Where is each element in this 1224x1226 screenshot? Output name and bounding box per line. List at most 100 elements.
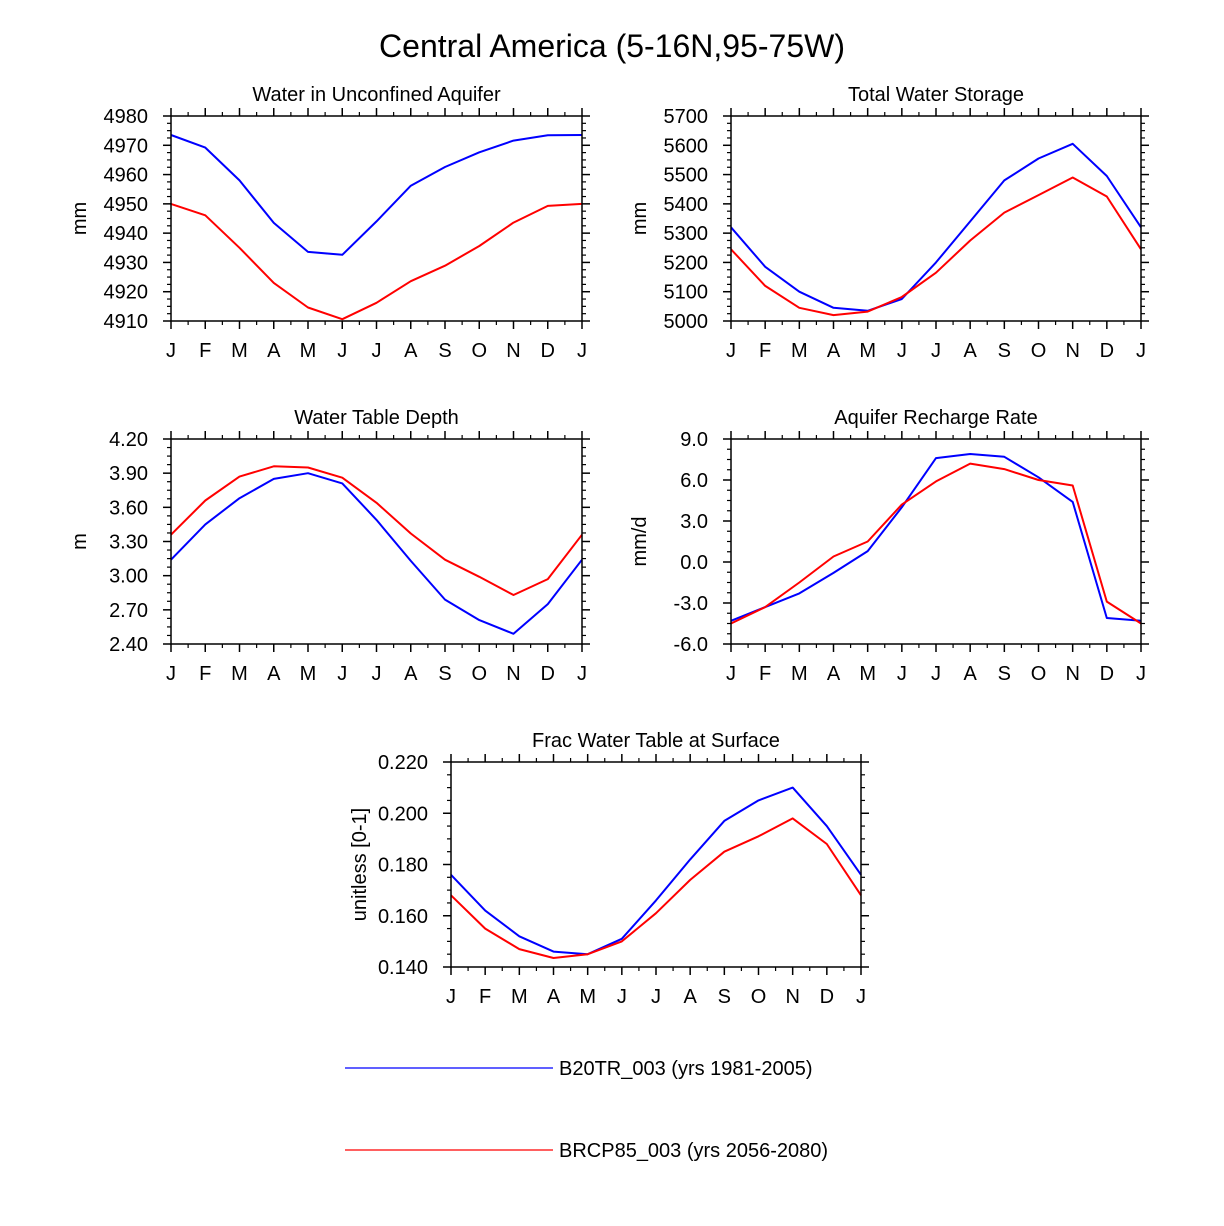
x-tick-label: S	[998, 663, 1011, 685]
y-tick-label: 3.90	[109, 463, 148, 485]
plot-frame	[730, 438, 1142, 645]
y-axis-label: unitless [0-1]	[349, 808, 371, 921]
x-tick-label: F	[199, 663, 211, 685]
y-tick-label: 5400	[664, 194, 709, 216]
x-tick-label: D	[820, 986, 834, 1008]
plot-frame	[170, 438, 583, 645]
x-tick-label: O	[1031, 663, 1047, 685]
series-line-brcp85	[730, 176, 1142, 317]
x-tick-label: A	[547, 986, 561, 1008]
x-tick-label: F	[759, 663, 771, 685]
y-tick-label: 4940	[104, 223, 149, 245]
x-tick-label: A	[267, 340, 281, 362]
y-tick-label: 9.0	[680, 429, 708, 451]
x-tick-label: O	[471, 340, 487, 362]
y-tick-label: 2.40	[109, 634, 148, 656]
x-tick-label: J	[166, 663, 176, 685]
x-tick-label: D	[541, 663, 555, 685]
series-line-brcp85	[170, 465, 583, 596]
x-tick-label: D	[1100, 663, 1114, 685]
legend-label-b20tr: B20TR_003 (yrs 1981-2005)	[559, 1058, 812, 1080]
x-tick-label: N	[506, 340, 520, 362]
y-tick-label: -6.0	[674, 634, 708, 656]
x-tick-label: A	[683, 986, 697, 1008]
legend-label-brcp85: BRCP85_003 (yrs 2056-2080)	[559, 1140, 828, 1162]
x-tick-label: M	[231, 340, 248, 362]
y-tick-label: 0.160	[378, 906, 428, 928]
chart-title: Water in Unconfined Aquifer	[252, 84, 501, 106]
y-tick-label: 4950	[104, 194, 149, 216]
y-tick-label: 5200	[664, 252, 709, 274]
x-tick-label: J	[577, 340, 587, 362]
x-tick-label: J	[856, 986, 866, 1008]
x-tick-label: O	[471, 663, 487, 685]
y-tick-label: 4960	[104, 165, 149, 187]
chart-title: Total Water Storage	[848, 84, 1024, 106]
y-tick-label: 3.0	[680, 511, 708, 533]
y-tick-label: 4910	[104, 311, 149, 333]
y-tick-label: 0.220	[378, 752, 428, 774]
x-tick-label: M	[791, 663, 808, 685]
x-tick-label: N	[1065, 340, 1079, 362]
chart-title: Frac Water Table at Surface	[532, 730, 780, 752]
chart-title: Water Table Depth	[294, 407, 459, 429]
x-tick-label: S	[718, 986, 731, 1008]
x-tick-label: S	[438, 340, 451, 362]
series-line-b20tr	[170, 134, 583, 256]
x-tick-label: J	[726, 663, 736, 685]
x-tick-label: J	[446, 986, 456, 1008]
y-tick-label: 2.70	[109, 600, 148, 622]
y-tick-label: 4.20	[109, 429, 148, 451]
x-tick-label: J	[897, 340, 907, 362]
y-tick-label: 4930	[104, 252, 149, 274]
x-tick-label: N	[506, 663, 520, 685]
figure-title: Central America (5-16N,95-75W)	[379, 28, 845, 64]
x-tick-label: M	[579, 986, 596, 1008]
y-tick-label: 5700	[664, 106, 709, 128]
x-tick-label: M	[791, 340, 808, 362]
x-tick-label: A	[963, 340, 977, 362]
x-tick-label: M	[859, 340, 876, 362]
legend: B20TR_003 (yrs 1981-2005) BRCP85_003 (yr…	[345, 1058, 828, 1162]
x-tick-label: M	[231, 663, 248, 685]
series-line-b20tr	[730, 453, 1142, 622]
y-tick-label: 4980	[104, 106, 149, 128]
series-line-brcp85	[730, 462, 1142, 625]
x-tick-label: J	[726, 340, 736, 362]
chart-title: Aquifer Recharge Rate	[834, 407, 1037, 429]
x-tick-label: O	[1031, 340, 1047, 362]
x-tick-label: J	[372, 663, 382, 685]
x-tick-label: J	[897, 663, 907, 685]
y-tick-label: 4970	[104, 135, 149, 157]
x-tick-label: A	[963, 663, 977, 685]
series-line-b20tr	[170, 472, 583, 635]
y-tick-label: 5500	[664, 165, 709, 187]
x-tick-label: M	[511, 986, 528, 1008]
x-tick-label: J	[337, 340, 347, 362]
x-tick-label: F	[479, 986, 491, 1008]
y-tick-label: 4920	[104, 282, 149, 304]
x-tick-label: M	[300, 663, 317, 685]
x-tick-label: A	[827, 340, 841, 362]
x-tick-label: J	[1136, 340, 1146, 362]
y-tick-label: 5600	[664, 135, 709, 157]
y-tick-label: 3.60	[109, 497, 148, 519]
x-tick-label: F	[759, 340, 771, 362]
y-tick-label: 0.140	[378, 957, 428, 979]
x-tick-label: S	[998, 340, 1011, 362]
x-tick-label: J	[372, 340, 382, 362]
x-tick-label: F	[199, 340, 211, 362]
y-tick-label: 0.200	[378, 803, 428, 825]
y-axis-label: m	[69, 533, 91, 550]
x-tick-label: S	[438, 663, 451, 685]
y-axis-label: mm	[629, 202, 651, 235]
y-tick-label: 3.00	[109, 566, 148, 588]
x-tick-label: M	[859, 663, 876, 685]
x-tick-label: A	[404, 663, 418, 685]
